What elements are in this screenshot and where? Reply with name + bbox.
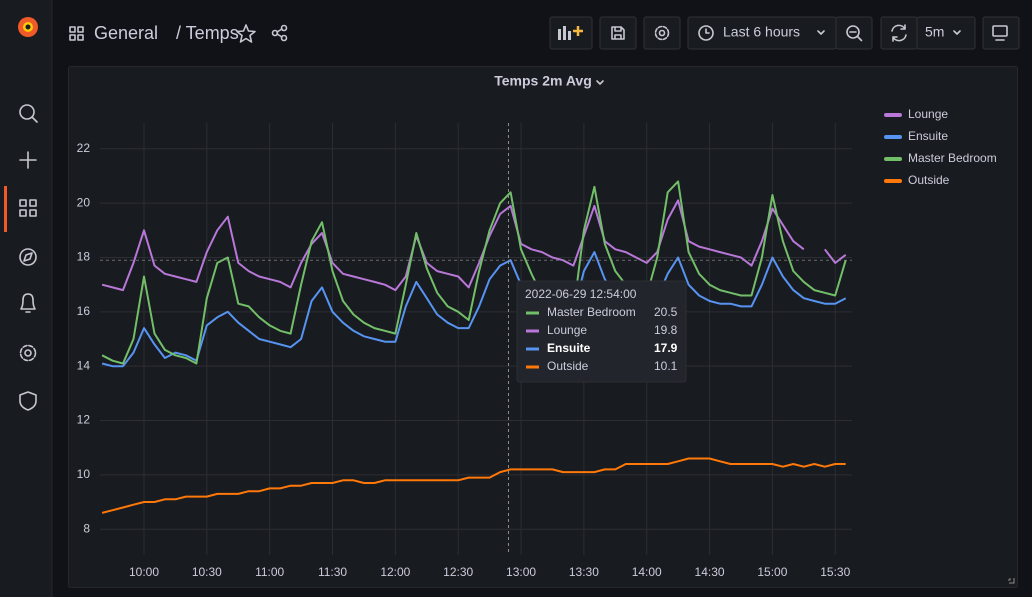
x-tick-label: 15:30	[820, 565, 850, 579]
x-tick-label: 12:00	[380, 565, 410, 579]
x-tick-label: 11:30	[318, 565, 347, 579]
x-tick-label: 15:00	[757, 565, 787, 579]
series-line	[101, 251, 847, 368]
tooltip-value: 10.1	[654, 359, 678, 373]
dashboard-grid-icon	[69, 26, 84, 41]
active-indicator	[4, 186, 7, 232]
legend-label[interactable]: Master Bedroom	[908, 151, 997, 165]
tv-mode-button[interactable]	[982, 16, 1020, 50]
alerting-icon[interactable]	[20, 293, 36, 313]
y-tick-label: 12	[77, 413, 91, 427]
add-panel-button[interactable]	[549, 16, 593, 50]
explore-icon[interactable]	[19, 248, 37, 266]
search-icon[interactable]	[19, 104, 38, 123]
overlay: 2022-06-29 12:54:00 Master Bedroom 20.5 Lou…	[100, 123, 852, 555]
x-tick-label: 14:00	[632, 565, 662, 579]
time-range[interactable]: Last 6 hours	[723, 24, 800, 40]
x-tick-label: 10:00	[129, 565, 159, 579]
tooltip-title: 2022-06-29 12:54:00	[525, 287, 637, 301]
dashboards-icon[interactable]	[19, 199, 37, 217]
y-tick-label: 8	[83, 521, 90, 535]
y-tick-label: 16	[77, 304, 91, 318]
legend-label[interactable]: Outside	[908, 173, 950, 187]
share-icon[interactable]	[271, 24, 288, 42]
admin-icon[interactable]	[19, 391, 37, 411]
breadcrumb-dashboard[interactable]: / Temps	[176, 23, 239, 43]
x-tick-label: 13:00	[506, 565, 536, 579]
settings-button[interactable]	[643, 16, 681, 50]
config-icon[interactable]	[19, 344, 37, 362]
panel-menu-caret[interactable]	[596, 80, 604, 85]
tooltip-value: 19.8	[654, 323, 678, 337]
y-tick-label: 10	[77, 467, 91, 481]
grid: 8 10 12 14 16 18 20 22 10:00 10:30 11:00 11:30 12:00…	[77, 123, 852, 579]
series-line	[101, 180, 847, 365]
star-icon[interactable]	[236, 24, 256, 43]
panel-title[interactable]: Temps 2m Avg	[494, 73, 592, 89]
tooltip-value: 17.9	[654, 341, 678, 355]
x-tick-label: 10:30	[192, 565, 222, 579]
legend-label[interactable]: Ensuite	[908, 129, 948, 143]
create-icon[interactable]	[19, 151, 37, 169]
logo[interactable]	[18, 17, 38, 37]
breadcrumb-folder[interactable]: General	[94, 23, 158, 43]
y-tick-label: 20	[77, 195, 91, 209]
plot: Lounge Ensuite Master Bedroom Outside	[101, 107, 997, 514]
resize-handle[interactable]	[1008, 578, 1015, 584]
y-tick-label: 22	[77, 141, 91, 155]
legend-label[interactable]: Lounge	[908, 107, 948, 121]
x-tick-label: 12:30	[443, 565, 473, 579]
x-tick-label: 14:30	[695, 565, 725, 579]
x-tick-label: 13:30	[569, 565, 599, 579]
refresh-interval[interactable]	[916, 16, 976, 50]
series-line	[101, 457, 846, 514]
y-tick-label: 18	[77, 250, 91, 264]
tooltip-value: 20.5	[654, 305, 678, 319]
y-tick-label: 14	[77, 358, 91, 372]
tooltip	[516, 280, 687, 383]
tooltip-series: Outside	[547, 359, 589, 373]
refresh-button[interactable]	[880, 16, 918, 50]
refresh-interval-value[interactable]: 5m	[925, 24, 944, 40]
x-tick-label: 11:00	[255, 565, 284, 579]
tooltip-series: Ensuite	[547, 341, 591, 355]
tooltip-series: Lounge	[547, 323, 587, 337]
tooltip-series: Master Bedroom	[547, 305, 636, 319]
sidebar	[0, 0, 52, 597]
zoom-out-button[interactable]	[835, 16, 873, 50]
save-button[interactable]	[599, 16, 637, 50]
